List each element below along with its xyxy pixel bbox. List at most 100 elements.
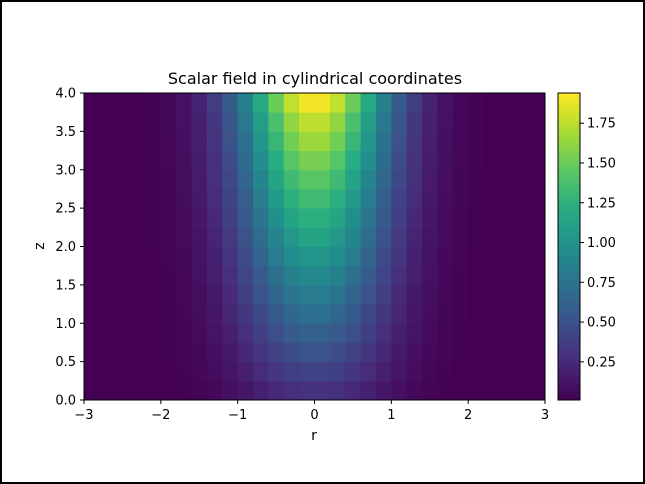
heatmap-cell bbox=[498, 361, 515, 382]
heatmap-cell bbox=[452, 265, 469, 286]
heatmap-cell bbox=[191, 342, 208, 363]
heatmap-cell bbox=[360, 131, 377, 151]
heatmap-cell bbox=[314, 227, 331, 247]
heatmap-cell bbox=[314, 208, 331, 228]
colorbar: 0.25 0.50 0.75 1.00 1.25 1.50 1.75 bbox=[557, 92, 616, 401]
colorbar-tick-label: 0.75 bbox=[587, 276, 616, 291]
heatmap-cell bbox=[345, 342, 361, 363]
heatmap-cell bbox=[114, 112, 131, 132]
heatmap-cell bbox=[483, 112, 500, 132]
heatmap-cell bbox=[114, 227, 131, 247]
heatmap-cell bbox=[191, 284, 208, 305]
heatmap-cell bbox=[283, 284, 300, 305]
heatmap-cell bbox=[191, 112, 208, 132]
heatmap-cell bbox=[391, 112, 408, 132]
heatmap-cell bbox=[206, 342, 223, 363]
heatmap-cell bbox=[391, 169, 408, 190]
heatmap-cell bbox=[498, 188, 515, 209]
heatmap-cell bbox=[422, 304, 438, 324]
heatmap-cell bbox=[375, 208, 392, 228]
heatmap-cell bbox=[422, 284, 438, 305]
heatmap-cell bbox=[268, 246, 285, 267]
heatmap-cell bbox=[283, 208, 300, 228]
heatmap-cell bbox=[130, 131, 146, 151]
heatmap-cell bbox=[375, 361, 392, 382]
heatmap-cell bbox=[437, 227, 454, 247]
heatmap-cell bbox=[375, 227, 392, 247]
x-tick-label: −3 bbox=[74, 408, 93, 423]
heatmap-cell bbox=[283, 304, 300, 324]
heatmap-cell bbox=[222, 169, 239, 190]
heatmap-cell bbox=[160, 93, 177, 113]
heatmap-cell bbox=[437, 208, 454, 228]
y-axis: 0.0 0.5 1.0 1.5 2.0 2.5 3.0 3.5 4.0 bbox=[55, 87, 84, 409]
heatmap-cell bbox=[345, 323, 361, 343]
heatmap-cell bbox=[145, 131, 162, 151]
heatmap-cell bbox=[253, 304, 269, 324]
heatmap-cell bbox=[514, 208, 531, 228]
heatmap-cell bbox=[253, 380, 269, 401]
heatmap-cell bbox=[452, 150, 469, 171]
heatmap-cell bbox=[375, 93, 392, 113]
heatmap-cell bbox=[84, 150, 100, 171]
heatmap-cell bbox=[160, 188, 177, 209]
heatmap-cell bbox=[99, 169, 116, 190]
heatmap-cell bbox=[437, 265, 454, 286]
x-tick-label: 3 bbox=[541, 408, 549, 423]
heatmap-cell bbox=[375, 284, 392, 305]
heatmap-cell bbox=[191, 361, 208, 382]
heatmap-cell bbox=[237, 188, 254, 209]
heatmap-cell bbox=[222, 284, 239, 305]
heatmap-cell bbox=[99, 304, 116, 324]
heatmap-cell bbox=[299, 304, 315, 324]
heatmap-cell bbox=[283, 93, 300, 113]
heatmap-cell bbox=[299, 227, 315, 247]
heatmap-cell bbox=[498, 227, 515, 247]
heatmap-cell bbox=[222, 304, 239, 324]
heatmap-cell bbox=[253, 112, 269, 132]
heatmap-cell bbox=[84, 265, 100, 286]
heatmap-cell bbox=[514, 284, 531, 305]
heatmap-cell bbox=[206, 93, 223, 113]
heatmap-cell bbox=[529, 169, 546, 190]
heatmap-cell bbox=[237, 380, 254, 401]
heatmap-cell bbox=[99, 93, 116, 113]
heatmap-cell bbox=[299, 342, 315, 363]
heatmap-cell bbox=[314, 93, 331, 113]
heatmap-cell bbox=[329, 361, 346, 382]
heatmap-cell bbox=[268, 304, 285, 324]
heatmap-cell bbox=[268, 93, 285, 113]
x-tick-label: 2 bbox=[464, 408, 472, 423]
heatmap-cell bbox=[437, 188, 454, 209]
heatmap-cell bbox=[191, 227, 208, 247]
heatmap-cell bbox=[268, 380, 285, 401]
heatmap-cell bbox=[529, 93, 546, 113]
y-tick-label: 3.0 bbox=[55, 163, 76, 178]
colorbar-tick-label: 0.25 bbox=[587, 355, 616, 370]
heatmap-cell bbox=[145, 304, 162, 324]
colorbar-tick-label: 1.00 bbox=[587, 236, 616, 251]
heatmap-cell bbox=[160, 208, 177, 228]
heatmap-cell bbox=[253, 150, 269, 171]
y-tick-label: 0.5 bbox=[55, 355, 76, 370]
heatmap-cell bbox=[483, 323, 500, 343]
heatmap-cell bbox=[360, 342, 377, 363]
x-tick-label: −2 bbox=[151, 408, 170, 423]
heatmap-cell bbox=[391, 246, 408, 267]
heatmap-cell bbox=[191, 380, 208, 401]
heatmap-cell bbox=[422, 265, 438, 286]
heatmap-cell bbox=[283, 227, 300, 247]
heatmap-cell bbox=[268, 150, 285, 171]
heatmap-cell bbox=[206, 227, 223, 247]
heatmap-cell bbox=[114, 131, 131, 151]
heatmap-cell bbox=[406, 208, 423, 228]
heatmap-cell bbox=[437, 169, 454, 190]
heatmap-cell bbox=[191, 304, 208, 324]
heatmap-cell bbox=[206, 169, 223, 190]
heatmap-cell bbox=[422, 227, 438, 247]
heatmap-cell bbox=[360, 227, 377, 247]
heatmap-cell bbox=[360, 380, 377, 401]
heatmap-cell bbox=[483, 150, 500, 171]
heatmap-cell bbox=[452, 208, 469, 228]
heatmap-cell bbox=[268, 112, 285, 132]
